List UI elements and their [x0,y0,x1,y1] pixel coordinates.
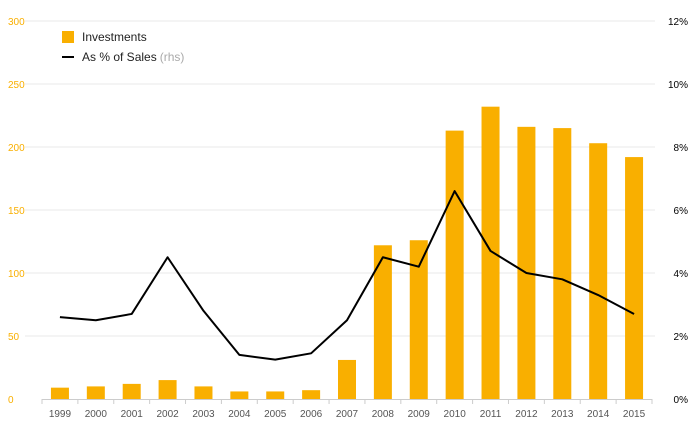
x-tick-label-2010: 2010 [444,409,467,420]
bar-2006 [302,390,320,399]
yright-tick-label-4%: 4% [674,269,689,280]
bar-1999 [51,388,69,399]
x-tick-label-1999: 1999 [49,409,72,420]
legend-swatch-pct-sales [62,56,74,58]
bar-2005 [266,391,284,399]
x-tick-label-2007: 2007 [336,409,359,420]
x-tick-label-2008: 2008 [372,409,395,420]
bar-2001 [123,384,141,399]
legend: Investments As % of Sales (rhs) [62,27,184,67]
x-tick-label-2005: 2005 [264,409,287,420]
x-tick-label-2015: 2015 [623,409,646,420]
legend-swatch-investments [62,31,74,43]
legend-note-rhs: (rhs) [160,50,185,64]
yright-tick-label-2%: 2% [674,332,689,343]
yleft-tick-label-250: 250 [8,80,25,91]
bar-2015 [625,157,643,399]
bar-2007 [338,360,356,399]
yright-tick-label-8%: 8% [674,143,689,154]
legend-item-pct-sales: As % of Sales (rhs) [62,47,184,67]
legend-item-investments: Investments [62,27,184,47]
bar-2014 [589,143,607,399]
x-tick-label-2004: 2004 [228,409,251,420]
yleft-tick-label-150: 150 [8,206,25,217]
x-tick-label-2006: 2006 [300,409,323,420]
x-tick-label-2002: 2002 [156,409,179,420]
legend-label-investments: Investments [82,30,147,44]
yleft-tick-label-100: 100 [8,269,25,280]
legend-label-pct-sales: As % of Sales [82,50,157,64]
bar-2012 [517,127,535,399]
bar-2013 [553,128,571,399]
x-tick-label-2009: 2009 [408,409,431,420]
bar-2004 [230,391,248,399]
yright-tick-label-12%: 12% [668,17,688,28]
x-tick-label-2014: 2014 [587,409,610,420]
bar-2010 [446,131,464,399]
bar-2011 [482,107,500,399]
line-pct-sales [60,191,634,360]
x-tick-label-2001: 2001 [121,409,144,420]
bar-2003 [194,386,212,399]
yright-tick-label-6%: 6% [674,206,689,217]
x-tick-label-2011: 2011 [480,409,502,420]
x-tick-label-2013: 2013 [551,409,574,420]
yright-tick-label-0%: 0% [674,395,689,406]
yleft-tick-label-50: 50 [8,332,20,343]
yleft-tick-label-300: 300 [8,17,25,28]
yright-tick-label-10%: 10% [668,80,688,91]
bar-2002 [159,380,177,399]
bar-2000 [87,386,105,399]
yleft-tick-label-200: 200 [8,143,25,154]
x-tick-label-2003: 2003 [192,409,215,420]
x-tick-label-2012: 2012 [515,409,538,420]
x-tick-label-2000: 2000 [85,409,108,420]
yleft-tick-label-0: 0 [8,395,14,406]
